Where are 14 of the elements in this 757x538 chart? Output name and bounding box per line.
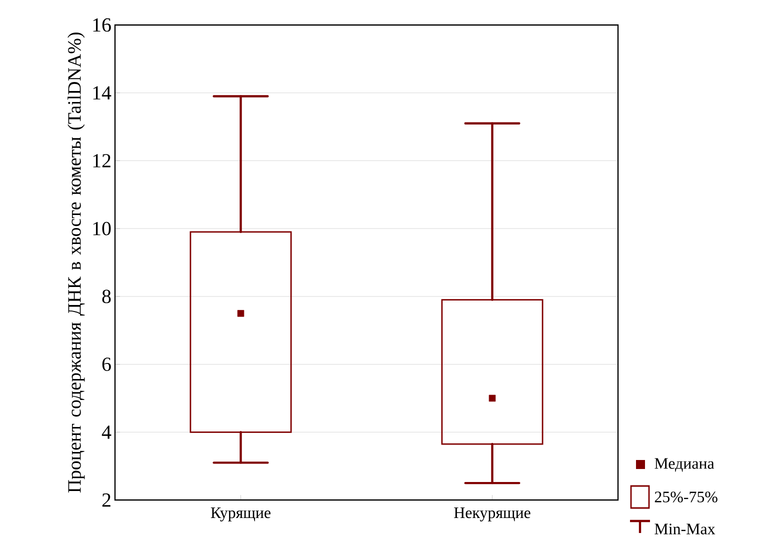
- x-tick-label: Курящие: [210, 508, 270, 522]
- y-tick-label: 2: [102, 493, 110, 507]
- y-tick-label: 14: [93, 86, 112, 100]
- y-tick-label: 4: [102, 426, 112, 439]
- y-tick-label: 16: [93, 18, 111, 32]
- y-tick-label: 10: [93, 222, 111, 236]
- text: Min-Max: [654, 524, 716, 534]
- text: Медиана: [654, 458, 714, 472]
- y-tick-label: 6: [102, 358, 111, 371]
- y-tick-label: 8: [102, 290, 111, 304]
- y-tick-label: 12: [93, 154, 110, 168]
- text: 25%-75%: [654, 492, 718, 502]
- x-tick-label: Некурящие: [454, 508, 530, 522]
- y-axis-title: Процент содержания ДНК в хвосте кометы (TailDNA%): [68, 32, 85, 493]
